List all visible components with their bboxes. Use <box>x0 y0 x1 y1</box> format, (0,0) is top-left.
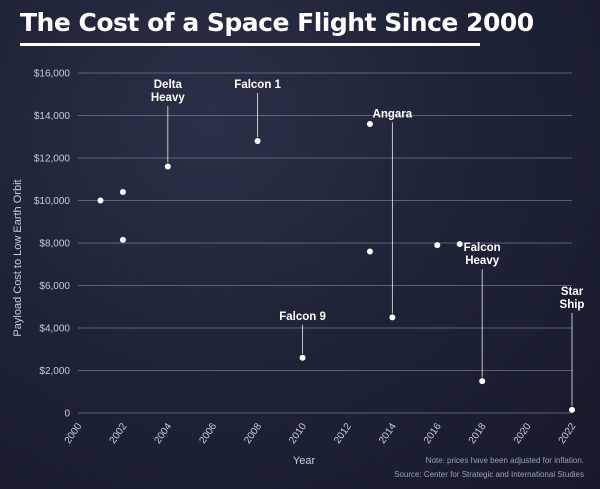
point-label-line: Angara <box>373 108 413 120</box>
y-tick-label: 0 <box>64 409 70 420</box>
y-tick-label: $2,000 <box>39 366 70 377</box>
x-tick-label: 2014 <box>377 421 399 446</box>
x-tick-label: 2022 <box>557 421 579 446</box>
point-label: Angara <box>373 108 413 120</box>
y-tick-label: $14,000 <box>34 111 71 122</box>
data-point <box>479 378 486 385</box>
data-point <box>119 189 126 195</box>
x-tick-label: 2020 <box>512 421 534 446</box>
point-label: Falcon Heavy <box>464 242 501 267</box>
x-tick-label: 2010 <box>287 421 309 446</box>
y-tick-labels: 0 $2,000 $4,000 $6,000 $8,000 $10,000 $12,000 $… <box>34 69 71 420</box>
grid-lines <box>78 72 572 414</box>
x-tick-labels: 2000 2002 2004 2006 2008 2010 2012 2014 2016 2018… <box>63 421 579 446</box>
x-axis-label: Year <box>293 455 316 467</box>
x-tick-label: 2008 <box>242 421 264 446</box>
data-point <box>119 236 126 243</box>
point-label-line: Star <box>561 286 584 298</box>
y-tick-label: $8,000 <box>39 239 70 250</box>
inflation-note: Note: prices have been adjusted for infl… <box>425 456 584 465</box>
y-tick-label: $10,000 <box>34 196 71 207</box>
y-axis-label: Payload Cost to Low Earth Orbit <box>12 179 24 336</box>
y-tick-label: $4,000 <box>39 324 70 335</box>
source-note: Source: Center for Strategic and Interna… <box>394 470 584 479</box>
point-label: Delta Heavy <box>151 79 185 104</box>
data-point <box>164 163 171 170</box>
point-label-line: Delta <box>154 79 183 91</box>
point-label: Falcon 1 <box>234 79 281 91</box>
data-point <box>366 121 373 127</box>
point-label-line: Falcon 9 <box>279 311 326 323</box>
title-underline <box>20 43 480 46</box>
point-label: Star Ship <box>560 286 585 311</box>
x-tick-label: 2002 <box>108 421 130 446</box>
point-label-line: Heavy <box>465 255 499 267</box>
data-points <box>97 121 575 413</box>
chart-title: The Cost of a Space Flight Since 2000 <box>20 8 534 37</box>
data-point <box>299 354 306 361</box>
point-label-line: Falcon <box>464 242 501 254</box>
data-point <box>434 242 441 249</box>
point-label: Falcon 9 <box>279 311 326 323</box>
data-point <box>569 406 575 413</box>
y-tick-label: $12,000 <box>34 154 71 165</box>
x-tick-label: 2016 <box>422 421 444 446</box>
data-point <box>254 138 261 144</box>
y-tick-label: $16,000 <box>34 69 71 80</box>
data-point <box>97 197 104 204</box>
point-label-line: Falcon 1 <box>234 79 281 91</box>
data-point <box>389 314 396 321</box>
y-tick-label: $6,000 <box>39 281 70 292</box>
data-point <box>366 248 373 255</box>
x-tick-label: 2004 <box>153 421 175 446</box>
x-tick-label: 2018 <box>467 421 489 446</box>
x-tick-label: 2006 <box>197 421 219 446</box>
x-tick-label: 2000 <box>63 421 85 446</box>
data-point <box>456 241 463 248</box>
point-label-line: Ship <box>560 299 585 311</box>
x-tick-label: 2012 <box>332 421 354 446</box>
point-label-line: Heavy <box>151 92 185 104</box>
